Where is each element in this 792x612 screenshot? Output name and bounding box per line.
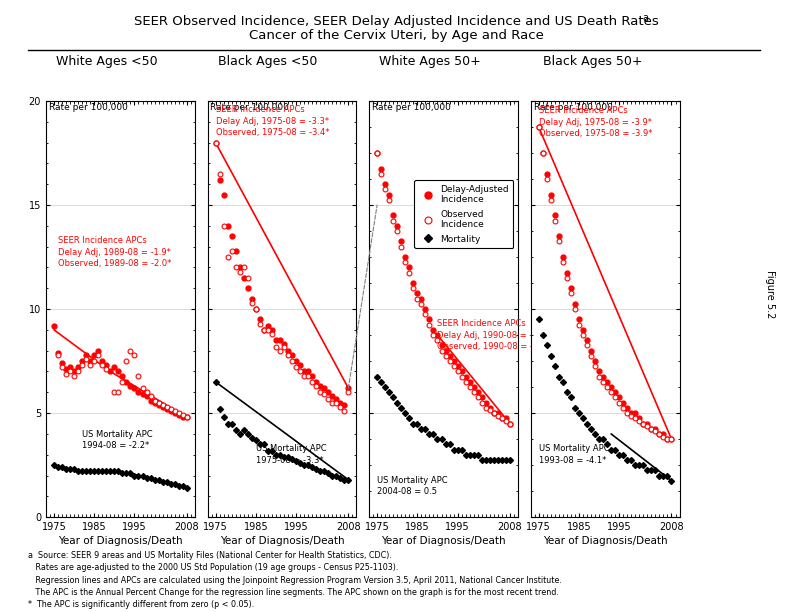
Text: White Ages <50: White Ages <50 xyxy=(56,55,158,68)
Text: Rate per 100,000: Rate per 100,000 xyxy=(211,103,289,112)
Text: Black Ages 50+: Black Ages 50+ xyxy=(543,55,642,68)
Text: SEER Incidence APCs
Delay Adj, 1975-08 = -3.3*
Observed, 1975-08 = -3.4*: SEER Incidence APCs Delay Adj, 1975-08 =… xyxy=(216,105,329,137)
Text: Rate per 100,000: Rate per 100,000 xyxy=(534,103,612,112)
X-axis label: Year of Diagnosis/Death: Year of Diagnosis/Death xyxy=(219,536,345,546)
Text: Black Ages <50: Black Ages <50 xyxy=(218,55,318,68)
X-axis label: Year of Diagnosis/Death: Year of Diagnosis/Death xyxy=(58,536,183,546)
Text: US Mortality APC
1975-08 = -3.3*: US Mortality APC 1975-08 = -3.3* xyxy=(256,444,326,465)
X-axis label: Year of Diagnosis/Death: Year of Diagnosis/Death xyxy=(543,536,668,546)
Legend: Delay-Adjusted
Incidence, Observed
Incidence, Mortality: Delay-Adjusted Incidence, Observed Incid… xyxy=(414,181,513,248)
Text: US Mortality APC
1994-08 = -2.2*: US Mortality APC 1994-08 = -2.2* xyxy=(82,430,153,450)
X-axis label: Year of Diagnosis/Death: Year of Diagnosis/Death xyxy=(381,536,506,546)
Text: SEER Incidence APCs
Delay Adj, 1989-08 = -1.9*
Observed, 1989-08 = -2.0*: SEER Incidence APCs Delay Adj, 1989-08 =… xyxy=(58,236,171,268)
Text: SEER Incidence APCs
Delay Adj, 1990-08 = -3.1*
Observed, 1990-08 = -3.2*: SEER Incidence APCs Delay Adj, 1990-08 =… xyxy=(437,319,551,351)
Text: White Ages 50+: White Ages 50+ xyxy=(379,55,481,68)
Text: a  Source: SEER 9 areas and US Mortality Files (National Center for Health Stati: a Source: SEER 9 areas and US Mortality … xyxy=(28,551,562,609)
Text: Cancer of the Cervix Uteri, by Age and Race: Cancer of the Cervix Uteri, by Age and R… xyxy=(249,29,543,42)
Text: Figure 5.2: Figure 5.2 xyxy=(765,269,775,318)
Text: a: a xyxy=(642,13,649,23)
Text: US Mortality APC
1993-08 = -4.1*: US Mortality APC 1993-08 = -4.1* xyxy=(539,444,609,465)
Text: Rate per 100,000: Rate per 100,000 xyxy=(49,103,128,112)
Text: US Mortality APC
2004-08 = 0.5: US Mortality APC 2004-08 = 0.5 xyxy=(377,476,447,496)
Text: SEER Incidence APCs
Delay Adj, 1975-08 = -3.9*
Observed, 1975-08 = -3.9*: SEER Incidence APCs Delay Adj, 1975-08 =… xyxy=(539,106,653,138)
Text: Rate per 100,000: Rate per 100,000 xyxy=(372,103,451,112)
Text: SEER Observed Incidence, SEER Delay Adjusted Incidence and US Death Rates: SEER Observed Incidence, SEER Delay Adju… xyxy=(134,15,658,28)
